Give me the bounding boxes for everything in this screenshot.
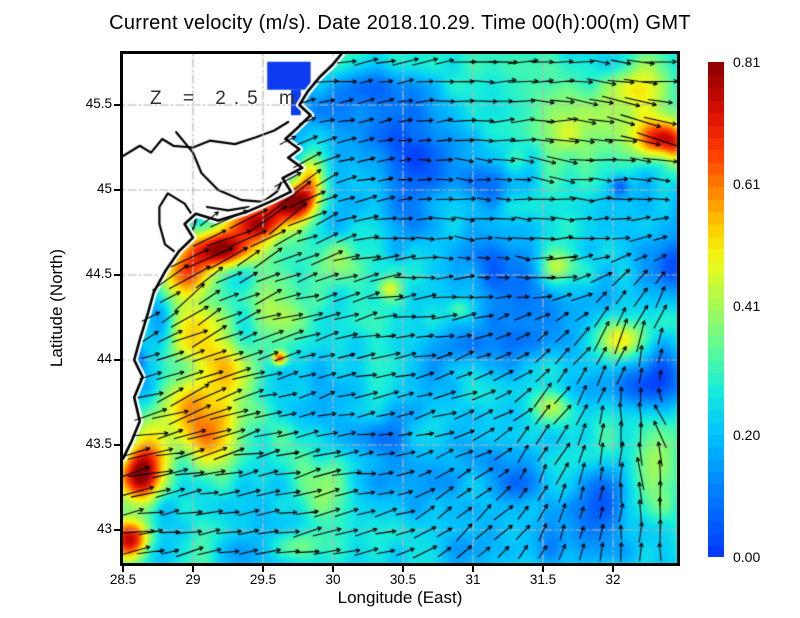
x-tick-label: 31.5 — [529, 572, 557, 587]
x-tick-label: 32 — [605, 572, 621, 587]
x-tick — [402, 566, 404, 572]
x-tick — [262, 566, 264, 572]
colorbar-tick-label: 0.20 — [733, 426, 761, 443]
x-tick — [122, 566, 124, 572]
colorbar — [708, 62, 724, 557]
map-canvas — [123, 54, 677, 563]
figure-title: Current velocity (m/s). Date 2018.10.29.… — [109, 12, 691, 34]
y-tick-label: 44.5 — [85, 266, 112, 281]
y-tick-label: 45.5 — [85, 96, 112, 111]
x-tick-label: 30 — [325, 572, 341, 587]
y-tick — [114, 189, 120, 191]
x-tick-label: 29 — [185, 572, 201, 587]
plot-frame — [120, 51, 680, 566]
y-tick — [114, 104, 120, 106]
x-tick — [542, 566, 544, 572]
y-tick — [114, 529, 120, 532]
x-axis-label: Longitude (East) — [337, 588, 463, 607]
x-tick-label: 31 — [465, 572, 481, 587]
depth-annotation: Z = 2.5 m — [150, 88, 303, 109]
x-tick-label: 30.5 — [389, 572, 417, 587]
y-tick-label: 44 — [96, 351, 112, 366]
y-tick-label: 45 — [96, 181, 112, 196]
y-tick — [114, 359, 120, 361]
x-tick — [612, 566, 615, 572]
colorbar-tick-label: 0.41 — [733, 298, 761, 315]
x-tick-label: 28.5 — [109, 572, 137, 587]
colorbar-tick-label: 0.00 — [733, 549, 761, 565]
colorbar-tick-label: 0.61 — [733, 176, 761, 193]
x-tick — [472, 566, 474, 572]
y-tick-label: 43.5 — [85, 436, 112, 451]
x-tick — [192, 566, 194, 572]
x-tick — [332, 566, 334, 572]
y-tick-label: 43 — [96, 521, 112, 537]
y-tick — [114, 444, 120, 446]
y-tick — [114, 274, 120, 276]
x-tick-label: 29.5 — [249, 572, 277, 587]
colorbar-tick-label: 0.81 — [733, 54, 761, 70]
